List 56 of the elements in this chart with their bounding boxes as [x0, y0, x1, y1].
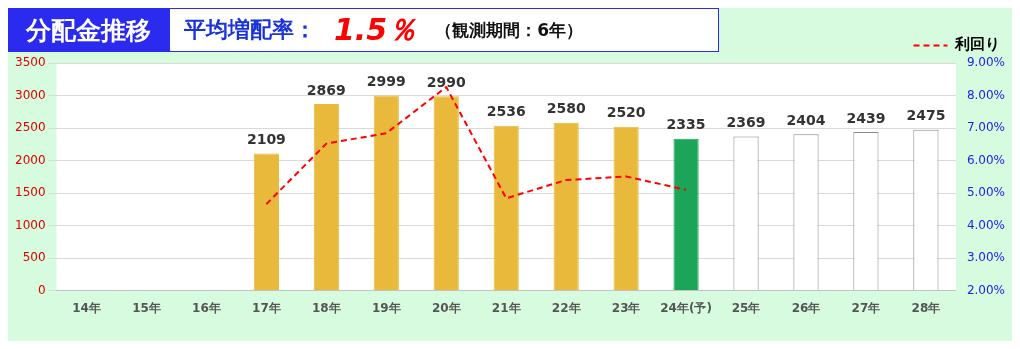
x-tick-label: 17年: [252, 300, 281, 315]
y2-tick-label: 6.00%: [966, 152, 1005, 167]
data-label: 2520: [606, 104, 646, 121]
x-tick-label: 24年(予): [660, 300, 712, 315]
x-tick-label: 28年: [911, 300, 941, 315]
y-tick-label: 3500: [14, 55, 46, 70]
text: 平均増配率：: [184, 16, 316, 44]
legend-label: 利回り: [954, 35, 1000, 54]
bar: [493, 125, 519, 291]
x-tick-label: 15年: [132, 300, 161, 315]
x-tick-label: 18年: [311, 300, 341, 315]
y-tick-label: 1500: [14, 185, 46, 200]
y-tick-label: 3000: [14, 87, 46, 102]
data-label: 2439: [846, 109, 886, 126]
data-label: 2335: [666, 116, 706, 133]
x-tick-label: 23年: [611, 300, 641, 315]
bar: [373, 95, 399, 291]
data-label: 2475: [906, 107, 946, 124]
y2-tick-label: 8.00%: [966, 87, 1005, 102]
bar: [553, 122, 579, 291]
bar: [253, 153, 279, 291]
data-label: 2869: [306, 81, 346, 98]
x-tick-label: 26年: [791, 300, 821, 315]
y2-tick-label: 3.00%: [966, 250, 1005, 265]
x-tick-label: 21年: [491, 300, 521, 315]
y2-tick-label: 4.00%: [966, 217, 1005, 232]
y2-tick-label: 2.00%: [966, 282, 1005, 297]
bar: [673, 138, 699, 291]
data-label: 2404: [786, 111, 826, 128]
y-tick-label: 2500: [14, 120, 46, 135]
x-tick-label: 20年: [431, 300, 461, 315]
data-label: 2580: [546, 100, 586, 117]
text: 1.5％: [334, 10, 418, 49]
y-tick-label: 500: [22, 250, 46, 265]
bar: [613, 126, 639, 291]
y2-tick-label: 9.00%: [966, 55, 1005, 70]
data-label: 2109: [246, 131, 286, 148]
text: （観測期間：6年）: [435, 18, 583, 42]
y2-tick-label: 5.00%: [966, 185, 1005, 200]
bar: [313, 104, 339, 291]
x-tick-label: 27年: [851, 300, 881, 315]
data-label: 2999: [366, 73, 406, 90]
x-tick-label: 14年: [72, 300, 101, 315]
x-tick-label: 19年: [371, 300, 401, 315]
x-tick-label: 16年: [192, 300, 221, 315]
y-tick-label: 1000: [14, 217, 46, 232]
y-tick-label: 2000: [14, 152, 46, 167]
y2-tick-label: 7.00%: [966, 120, 1005, 135]
data-label: 2369: [726, 114, 766, 131]
data-label: 2990: [426, 73, 466, 90]
bar: [433, 96, 459, 291]
x-tick-label: 22年: [551, 300, 581, 315]
data-label: 2536: [486, 103, 526, 120]
y-tick-label: 0: [37, 282, 46, 297]
chart-title: 分配金推移: [8, 8, 169, 52]
x-tick-label: 25年: [731, 300, 761, 315]
